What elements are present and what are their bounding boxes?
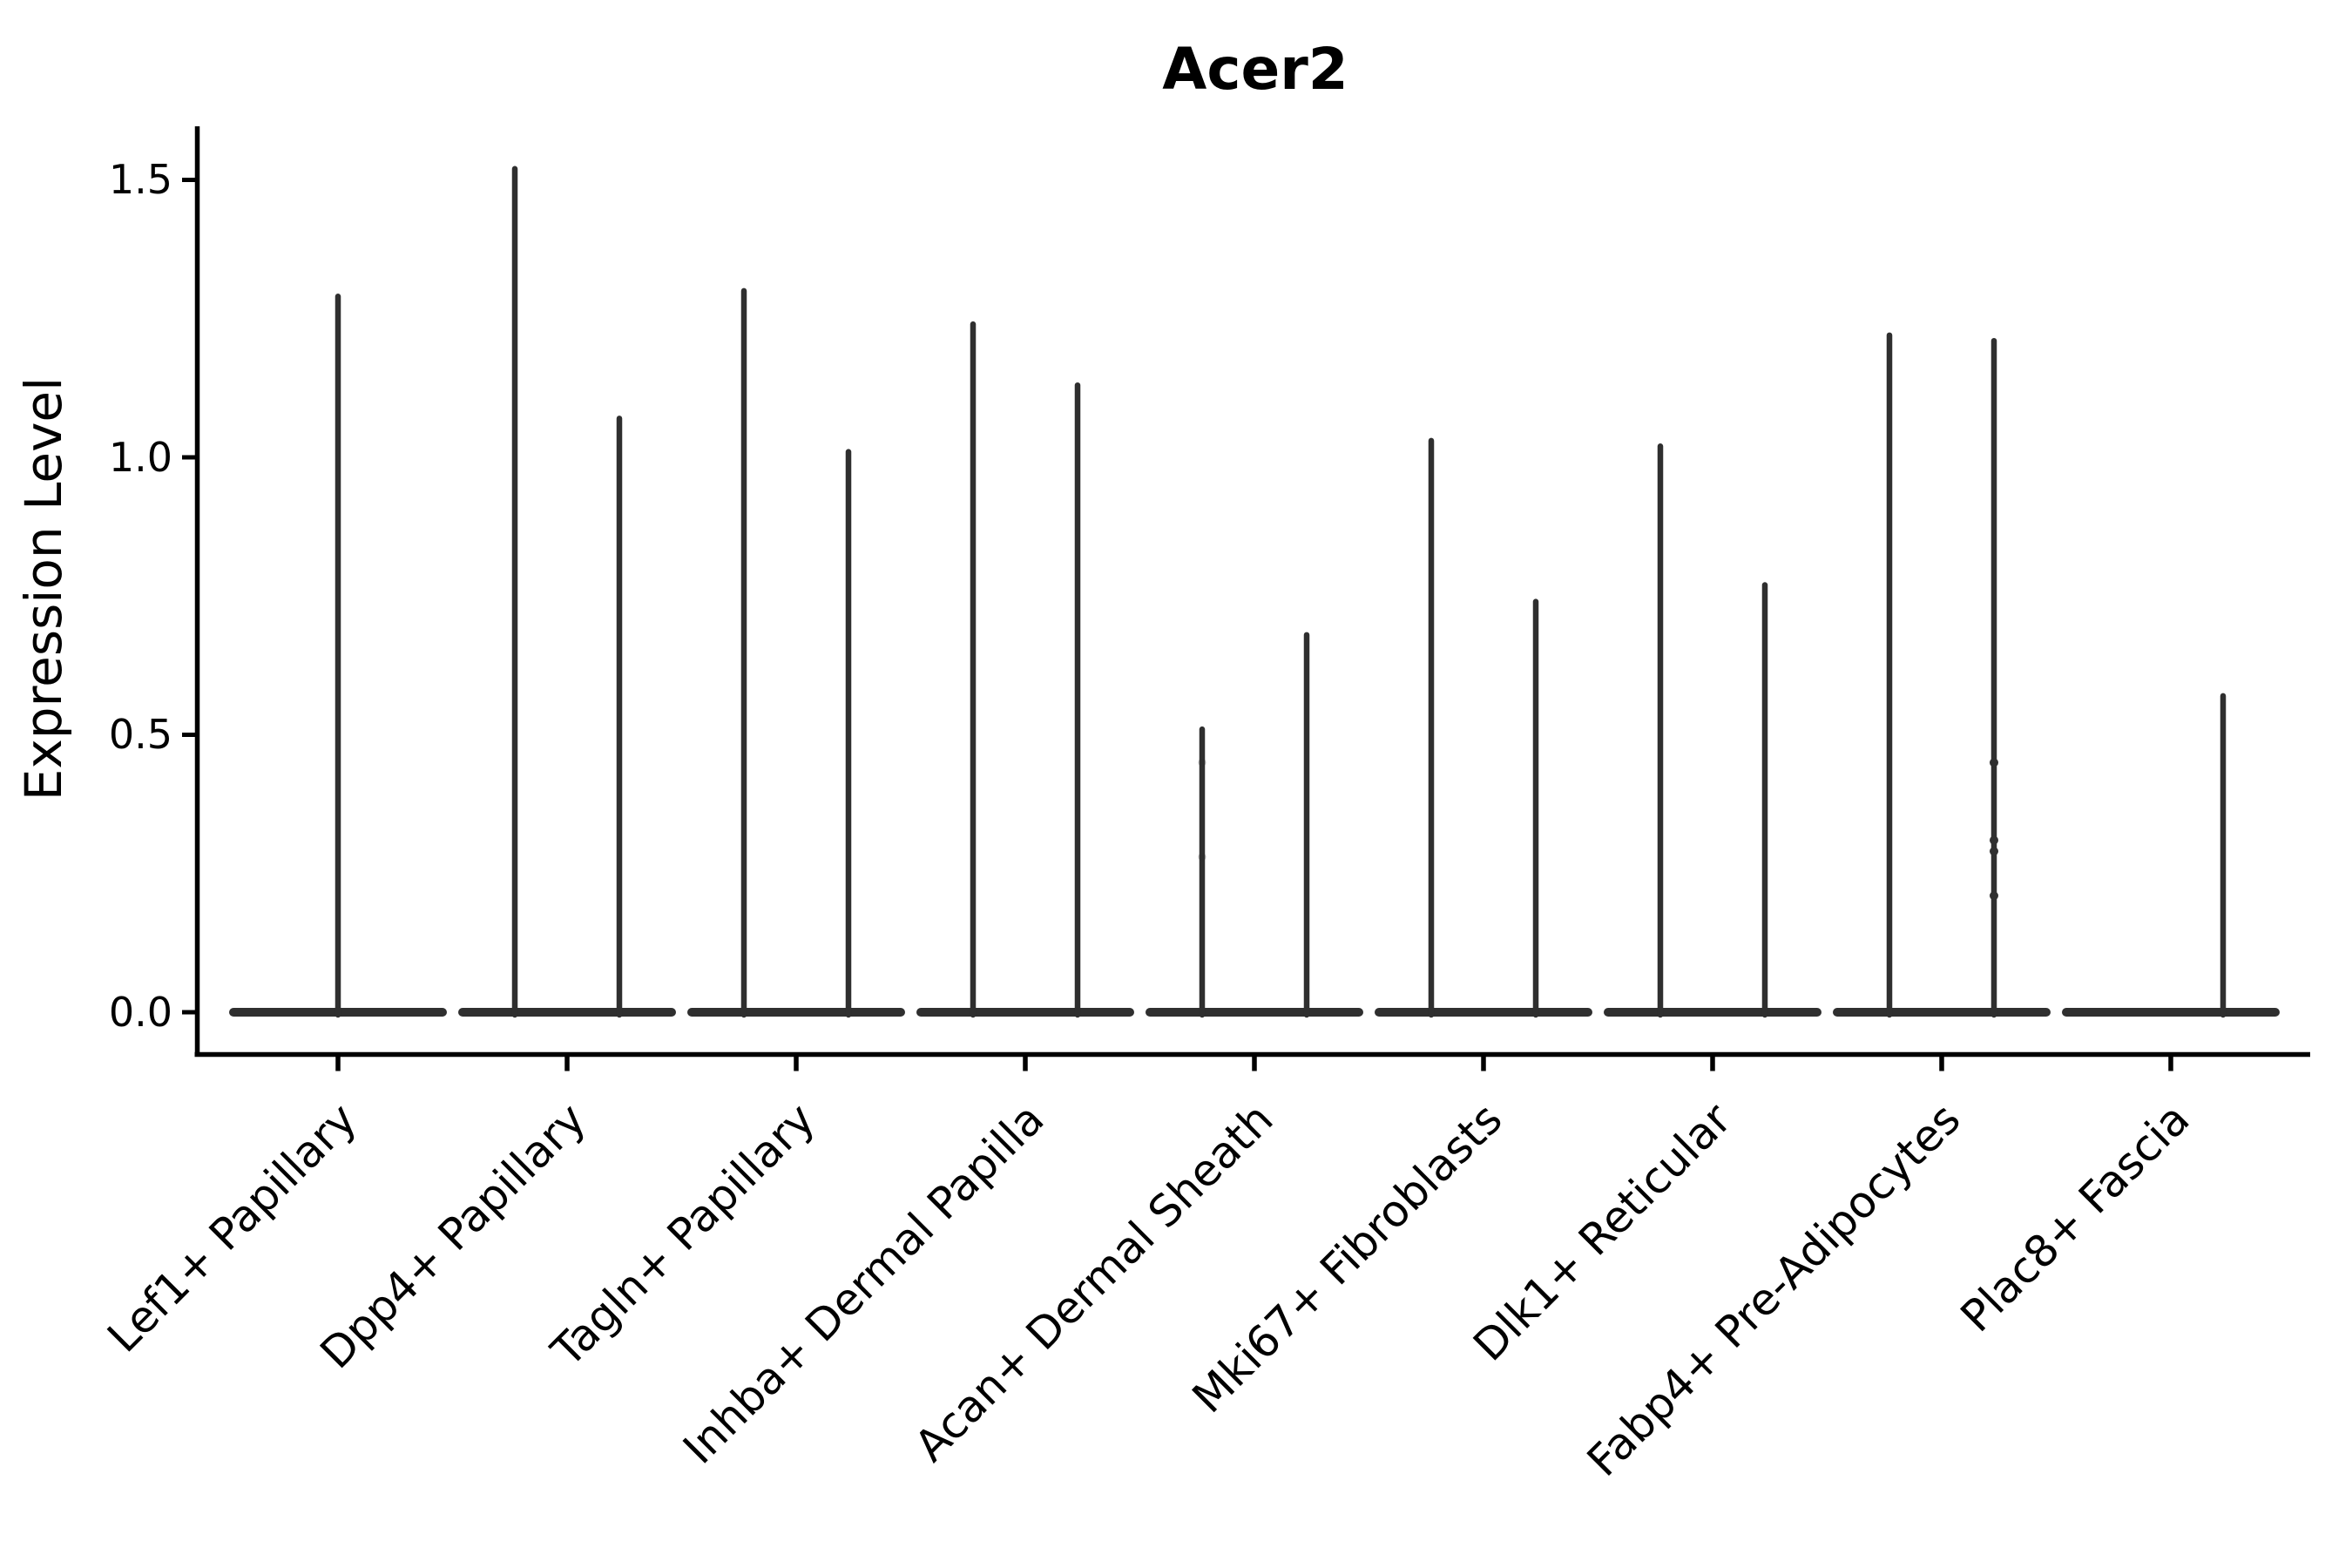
data-point-faint — [1198, 758, 1206, 767]
y-tick-label: 0.5 — [109, 711, 172, 758]
data-point — [1990, 758, 1998, 767]
y-tick-labels: 1.5 1.0 0.5 0.0 — [109, 156, 172, 1036]
plot-geometry — [182, 126, 2310, 1071]
y-tick-label: 1.0 — [109, 434, 172, 481]
data-point — [1990, 835, 1998, 845]
x-tick-label: Plac8+ Fascia — [1951, 1093, 2200, 1342]
x-tick-labels: Lef1+ Papillary Dpp4+ Papillary Tagln+ P… — [98, 1093, 2199, 1486]
y-axis-label: Expression Level — [14, 377, 73, 801]
y-tick-label: 0.0 — [109, 989, 172, 1036]
data-point — [1990, 847, 1998, 856]
y-tick-label: 1.5 — [109, 156, 172, 203]
data-point — [1990, 891, 1998, 901]
data-point-faint — [1198, 853, 1206, 862]
x-tick-label: Fabp4+ Pre-Adipocytes — [1578, 1093, 1970, 1486]
x-tick-label: Lef1+ Papillary — [98, 1093, 366, 1362]
plot-title: Acer2 — [1162, 36, 1348, 103]
